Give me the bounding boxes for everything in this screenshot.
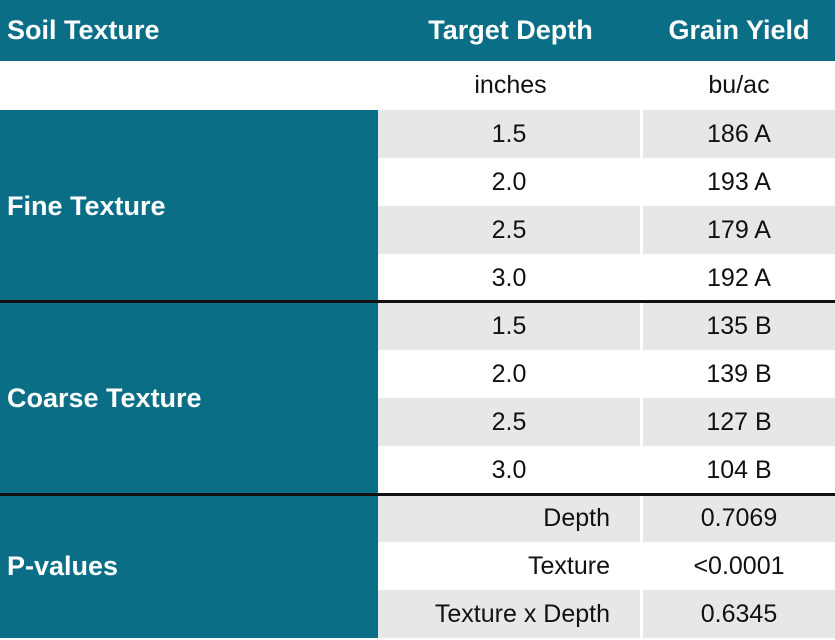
table-cell-effect: Texture x Depth xyxy=(378,590,643,638)
table-cell-effect: Depth xyxy=(378,494,643,542)
group-divider xyxy=(0,300,835,303)
table-cell-yield: 192 A xyxy=(643,254,835,302)
table-cell-pvalue: 0.6345 xyxy=(643,590,835,638)
table-cell-yield: 139 B xyxy=(643,350,835,398)
table-cell-yield: 179 A xyxy=(643,206,835,254)
table-cell-yield: 186 A xyxy=(643,110,835,158)
table-cell-depth: 2.5 xyxy=(378,206,643,254)
table-cell-pvalue: 0.7069 xyxy=(643,494,835,542)
table-cell-depth: 1.5 xyxy=(378,302,643,350)
table-cell-effect: Texture xyxy=(378,542,643,590)
table-cell-depth: 1.5 xyxy=(378,110,643,158)
group-label-coarse: Coarse Texture xyxy=(0,302,378,494)
table-cell-depth: 2.0 xyxy=(378,158,643,206)
group-label-pvalues: P-values xyxy=(0,494,378,638)
table-cell-yield: 193 A xyxy=(643,158,835,206)
table-cell-depth: 3.0 xyxy=(378,254,643,302)
table-cell-depth: 2.5 xyxy=(378,398,643,446)
table-cell-depth: 3.0 xyxy=(378,446,643,494)
header-soil-texture: Soil Texture xyxy=(0,0,378,61)
header-grain-yield: Grain Yield xyxy=(643,0,835,61)
table-cell-yield: 127 B xyxy=(643,398,835,446)
header-target-depth: Target Depth xyxy=(378,0,643,61)
group-divider xyxy=(0,493,835,496)
units-blank xyxy=(0,61,378,110)
units-depth: inches xyxy=(378,61,643,110)
table-cell-depth: 2.0 xyxy=(378,350,643,398)
units-yield: bu/ac xyxy=(643,61,835,110)
table-cell-pvalue: <0.0001 xyxy=(643,542,835,590)
table-cell-yield: 104 B xyxy=(643,446,835,494)
table-cell-yield: 135 B xyxy=(643,302,835,350)
group-label-fine: Fine Texture xyxy=(0,110,378,302)
